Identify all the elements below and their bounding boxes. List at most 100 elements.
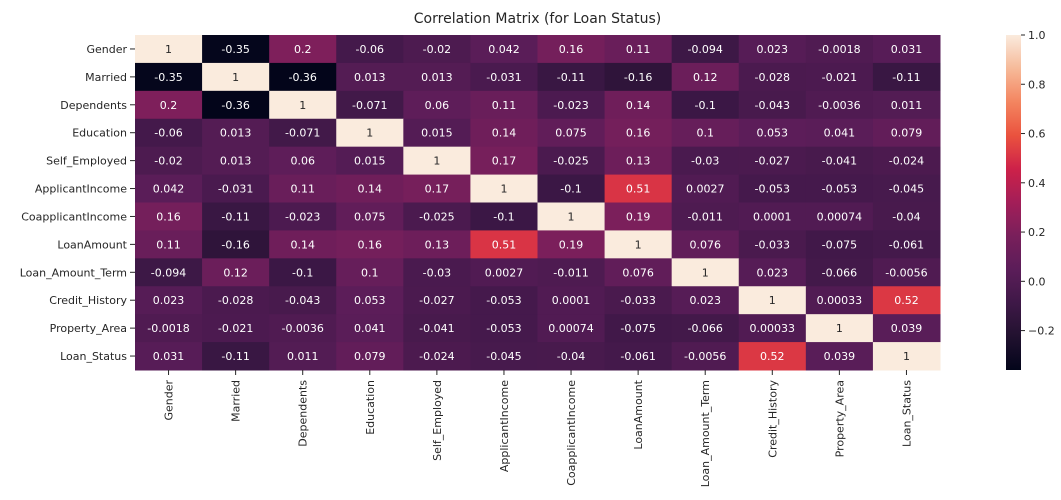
- heatmap-cell: [738, 174, 807, 203]
- cell-value-label: 0.075: [555, 127, 587, 140]
- cell-value-label: 0.52: [760, 350, 785, 363]
- heatmap-cell: [738, 90, 807, 120]
- cell-value-label: 1: [635, 238, 642, 251]
- heatmap-cell: [403, 202, 471, 231]
- heatmap-cell: [738, 35, 807, 64]
- cell-value-label: -0.06: [356, 43, 384, 56]
- heatmap-cell: [135, 286, 203, 315]
- cell-value-label: 0.17: [425, 183, 450, 196]
- cell-value-label: 0.2: [294, 43, 312, 56]
- cell-value-label: -0.1: [560, 183, 581, 196]
- cell-value-label: 0.2: [160, 99, 178, 112]
- heatmap-cell: [470, 90, 538, 120]
- cell-value-label: -0.06: [154, 127, 182, 140]
- heatmap-cell: [872, 174, 941, 203]
- cell-value-label: 0.023: [689, 294, 721, 307]
- cell-value-label: -0.35: [154, 71, 182, 84]
- heatmap-cell: [336, 62, 404, 92]
- cell-value-label: -0.094: [151, 266, 186, 279]
- heatmap-cell: [537, 258, 606, 287]
- cell-value-label: -0.0018: [147, 322, 189, 335]
- heatmap-cell: [470, 314, 538, 343]
- heatmap-cell: [135, 35, 203, 64]
- cell-value-label: -0.043: [285, 294, 320, 307]
- heatmap-cell: [202, 314, 270, 343]
- heatmap-cell: [604, 118, 673, 148]
- colorbar-tick-label: −0.2: [1028, 325, 1055, 338]
- cell-value-label: -0.033: [755, 238, 790, 251]
- heatmap-cell: [269, 202, 337, 231]
- cell-value-label: -0.028: [755, 71, 790, 84]
- heatmap-cell: [269, 286, 337, 315]
- cell-value-label: -0.025: [419, 210, 454, 223]
- cell-value-label: 1: [903, 350, 910, 363]
- cell-value-label: 0.041: [824, 127, 856, 140]
- y-tick-label: Gender: [86, 43, 127, 56]
- y-tick-label: ApplicantIncome: [35, 183, 127, 196]
- heatmap-cell: [135, 314, 203, 343]
- cell-value-label: -0.1: [694, 99, 715, 112]
- heatmap-cell: [805, 258, 874, 287]
- y-tick-label: Married: [85, 71, 127, 84]
- cell-value-label: 0.023: [153, 294, 185, 307]
- cell-value-label: 0.075: [354, 210, 386, 223]
- heatmap-cell: [403, 342, 471, 371]
- heatmap-cell: [671, 62, 740, 92]
- y-axis-tick-labels: Gender Married Dependents Education Self_Emp…: [20, 43, 135, 363]
- heatmap-cell: [336, 118, 404, 148]
- cell-value-label: 0.00033: [750, 322, 796, 335]
- cell-value-label: -0.025: [553, 155, 588, 168]
- cell-value-label: -0.03: [691, 155, 719, 168]
- chart-title: Correlation Matrix (for Loan Status): [414, 11, 661, 27]
- cell-value-label: -0.02: [154, 155, 182, 168]
- cell-value-label: -0.094: [687, 43, 722, 56]
- cell-value-label: 0.013: [354, 71, 386, 84]
- heatmap-cell: [135, 342, 203, 371]
- heatmap-cell: [537, 118, 606, 148]
- cell-value-label: 0.011: [891, 99, 923, 112]
- cell-value-label: 0.19: [559, 238, 584, 251]
- heatmap-cell: [403, 174, 471, 203]
- cell-value-label: -0.061: [889, 238, 924, 251]
- x-tick-label: Loan_Status: [900, 380, 913, 447]
- cell-value-label: 1: [568, 210, 575, 223]
- heatmap-cell: [202, 258, 270, 287]
- cell-value-label: -0.043: [755, 99, 790, 112]
- heatmap-cell: [604, 230, 673, 259]
- cell-value-label: 0.039: [891, 322, 923, 335]
- colorbar-tick-label: 1.0: [1028, 29, 1046, 42]
- heatmap-cell: [135, 202, 203, 231]
- heatmap-cell: [738, 258, 807, 287]
- cell-value-label: -0.16: [624, 71, 652, 84]
- cell-value-label: -0.021: [218, 322, 253, 335]
- cell-value-label: 0.12: [223, 266, 248, 279]
- x-tick-label: Loan_Amount_Term: [699, 380, 712, 487]
- heatmap-cell: [805, 342, 874, 371]
- cell-value-label: -0.031: [486, 71, 521, 84]
- heatmap-cell: [403, 35, 471, 64]
- cell-value-label: 0.023: [757, 43, 789, 56]
- cell-value-label: 1: [433, 155, 440, 168]
- cell-value-label: 0.11: [290, 183, 315, 196]
- heatmap-cell: [269, 314, 337, 343]
- y-tick-label: CoapplicantIncome: [21, 210, 127, 223]
- cell-value-label: -0.11: [557, 71, 585, 84]
- heatmap-cell: [537, 174, 606, 203]
- heatmap-cell: [202, 286, 270, 315]
- cell-value-label: 0.011: [287, 350, 319, 363]
- heatmap-cell: [805, 314, 874, 343]
- heatmap-cell: [403, 146, 471, 176]
- heatmap-cell: [805, 202, 874, 231]
- cell-value-label: 0.00033: [817, 294, 863, 307]
- cell-value-label: 1: [769, 294, 776, 307]
- cell-value-label: 0.11: [156, 238, 181, 251]
- cell-value-label: -0.11: [892, 71, 920, 84]
- heatmap-cell: [135, 174, 203, 203]
- heatmap-cell: [604, 286, 673, 315]
- cell-value-label: -0.045: [486, 350, 521, 363]
- heatmap-cell: [537, 62, 606, 92]
- heatmap-cell: [604, 314, 673, 343]
- y-tick-label: Education: [72, 127, 127, 140]
- cell-value-label: 0.14: [290, 238, 315, 251]
- cell-value-label: 0.0027: [485, 266, 524, 279]
